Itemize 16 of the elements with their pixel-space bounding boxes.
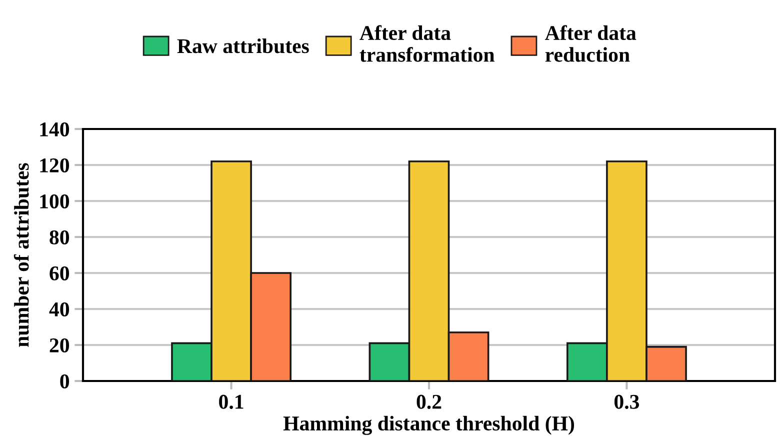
y-tick-label: 20 xyxy=(50,338,70,352)
legend-label: After data reduction xyxy=(545,25,636,62)
x-tick-label: 0.2 xyxy=(416,394,442,409)
legend-label: After data transformation xyxy=(360,25,494,62)
y-tick-label: 140 xyxy=(40,122,70,136)
y-axis-title: number of attributes xyxy=(14,163,29,347)
x-axis-title: Hamming distance threshold (H) xyxy=(283,416,574,435)
x-tick-label: 0.1 xyxy=(219,394,244,409)
y-tick-label: 120 xyxy=(40,158,70,172)
y-tick-label: 100 xyxy=(40,194,70,208)
y-tick-label: 0 xyxy=(60,374,70,388)
x-tick-label: 0.3 xyxy=(614,394,640,409)
y-tick-label: 40 xyxy=(49,302,70,316)
y-tick-label: 80 xyxy=(50,230,70,244)
y-tick-label: 60 xyxy=(50,266,70,280)
legend-label: Raw attributes xyxy=(177,38,309,54)
